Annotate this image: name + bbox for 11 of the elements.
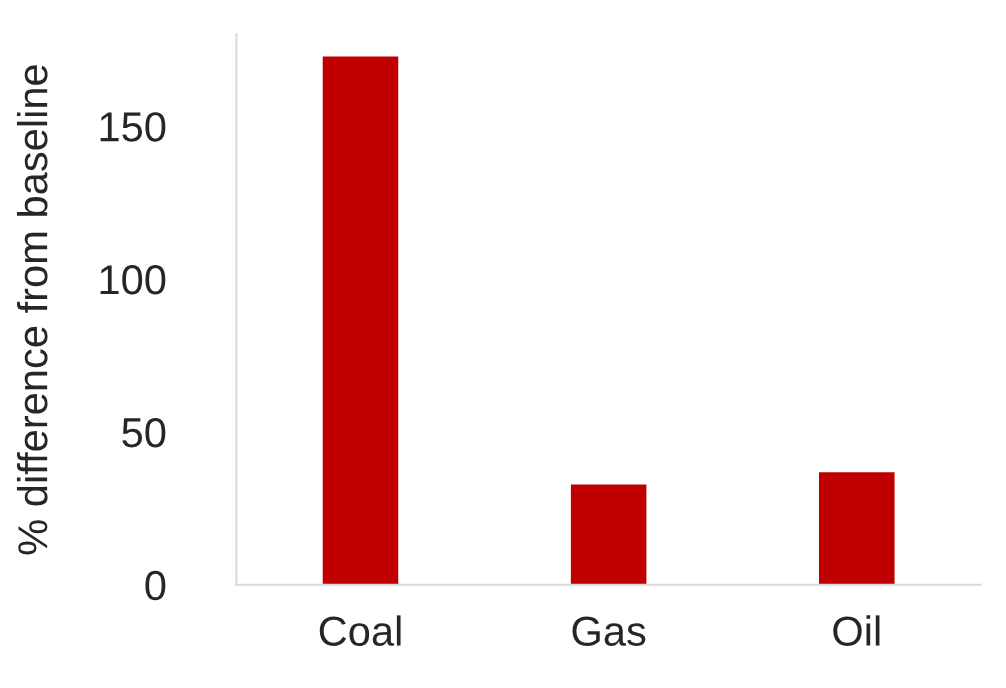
y-tick-label: 50 (122, 417, 166, 448)
bar (321, 55, 400, 585)
x-tick-label: Gas (572, 616, 646, 646)
bar (817, 470, 896, 585)
y-tick-label: 0 (145, 570, 166, 601)
x-tick-label: Coal (319, 615, 401, 646)
bar (569, 483, 648, 585)
y-tick-label: 100 (100, 265, 166, 295)
x-tick-label: Oil (833, 615, 880, 646)
y-tick-label: 150 (100, 112, 166, 142)
y-axis-title: % difference from baseline (16, 65, 48, 555)
